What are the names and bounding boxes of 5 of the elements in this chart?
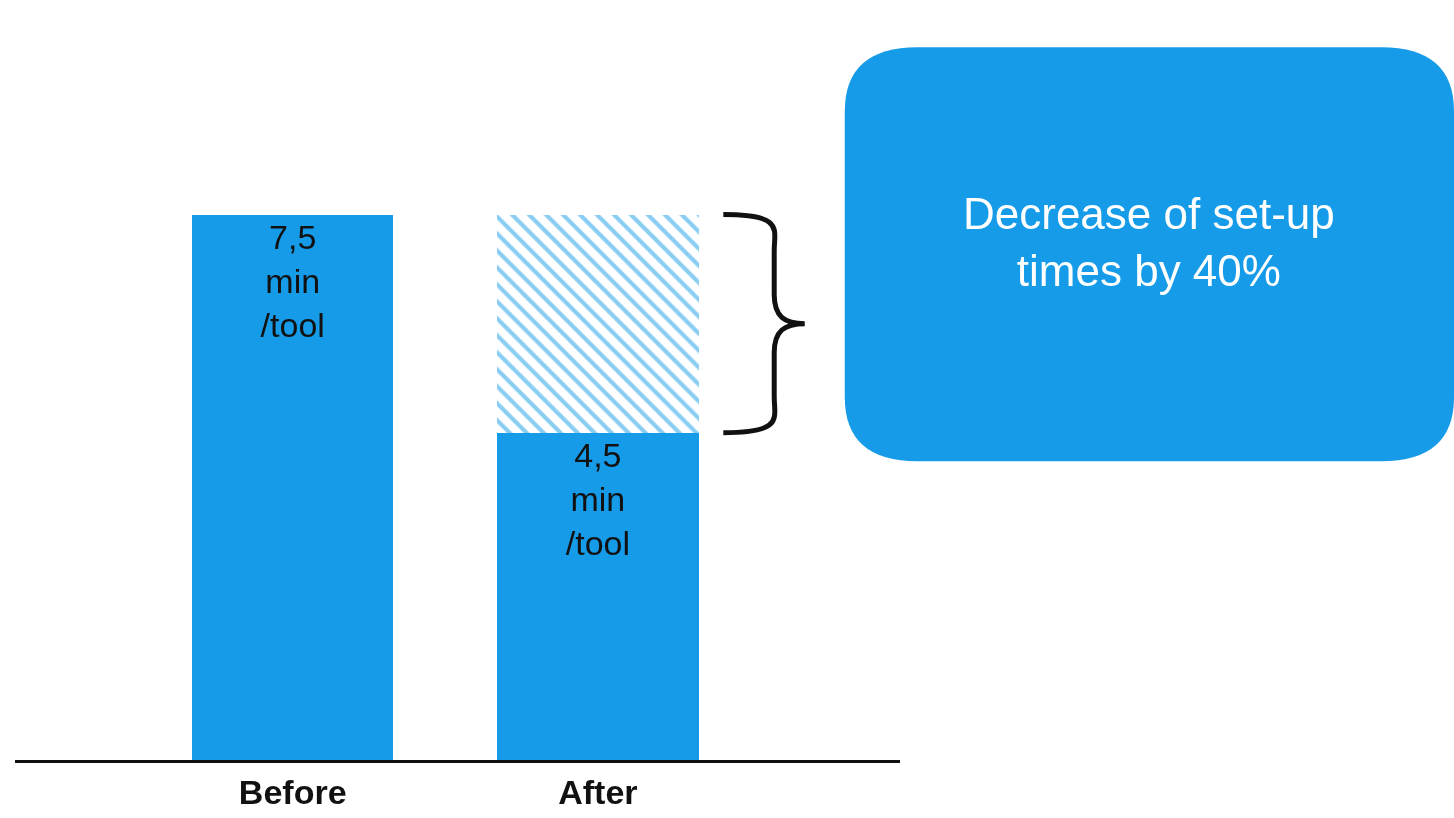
x-tick-label: Before	[238, 772, 347, 811]
data-label: 4,5 min /tool	[565, 435, 631, 563]
x-tick-label: After	[558, 772, 638, 811]
data-label: 7,5 min /tool	[260, 217, 325, 344]
text: Decrease of set-up times by 40%	[963, 189, 1335, 296]
